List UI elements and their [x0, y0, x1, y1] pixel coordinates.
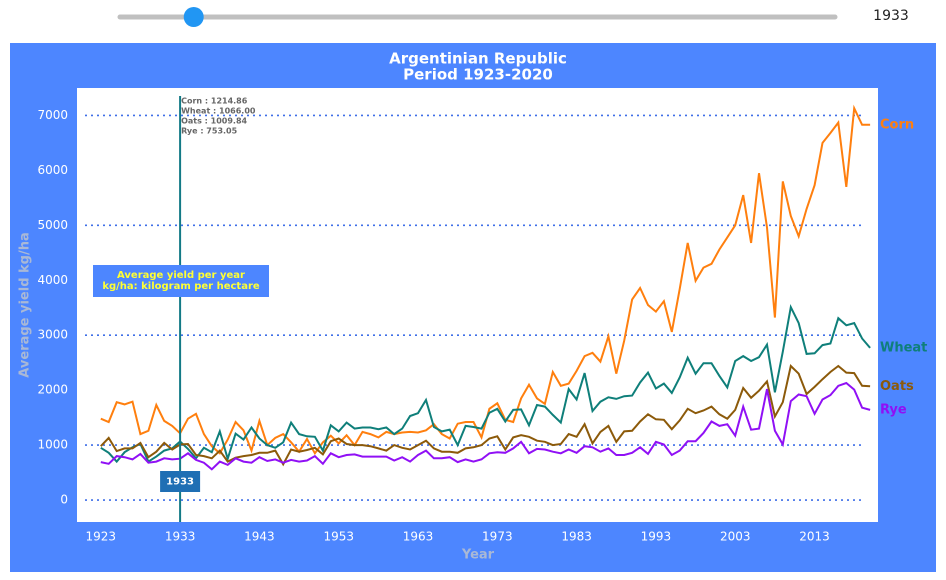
y-tick-label: 0 [60, 493, 68, 507]
x-tick-label: 2003 [720, 530, 751, 544]
hover-box [160, 471, 201, 492]
x-tick-label: 1943 [244, 530, 275, 544]
x-tick-label: 1973 [482, 530, 513, 544]
y-tick-label: 7000 [37, 108, 68, 122]
slider-thumb[interactable] [183, 7, 204, 27]
hover-text: Rye : 753.05 [181, 127, 238, 136]
y-tick-label: 6000 [37, 163, 68, 177]
x-axis-label: Year [461, 548, 495, 563]
series-line [100, 304, 871, 464]
y-tick-label: 3000 [37, 328, 68, 342]
hover-text: Corn : 1214.86 [181, 97, 248, 106]
annotation-text: kg/ha: kilogram per hectare [102, 281, 260, 292]
x-tick-label: 1983 [561, 530, 592, 544]
chart-subtitle: Period 1923-2020 [403, 66, 553, 84]
hover-text: Oats : 1009.84 [181, 117, 247, 126]
x-tick-label: 1933 [165, 530, 196, 544]
plot-area [77, 88, 878, 522]
x-tick-label: 1923 [86, 530, 117, 544]
x-tick-label: 1953 [323, 530, 354, 544]
y-tick-label: 1000 [37, 438, 68, 452]
annotation-text: Average yield per year [117, 270, 245, 281]
series-label: Oats [880, 379, 914, 394]
x-tick-label: 1993 [641, 530, 672, 544]
hover-text: Wheat : 1066.00 [181, 107, 256, 116]
annotation-box [93, 265, 269, 297]
y-tick-label: 2000 [37, 383, 68, 397]
series-line [100, 364, 871, 467]
x-tick-label: 2013 [799, 530, 830, 544]
chart-title: Argentinian Republic [389, 50, 567, 68]
slider-value: 1933 [873, 8, 909, 24]
y-tick-label: 4000 [37, 273, 68, 287]
x-tick-label: 1963 [403, 530, 434, 544]
series-line [100, 104, 871, 456]
series-line [100, 381, 871, 471]
series-label: Rye [880, 402, 907, 417]
y-axis-label: Average yield kg/ha [18, 232, 33, 377]
y-tick-label: 5000 [37, 218, 68, 232]
series-label: Corn [880, 117, 914, 132]
hover-x-label: 1933 [166, 477, 194, 488]
series-label: Wheat [880, 340, 927, 355]
